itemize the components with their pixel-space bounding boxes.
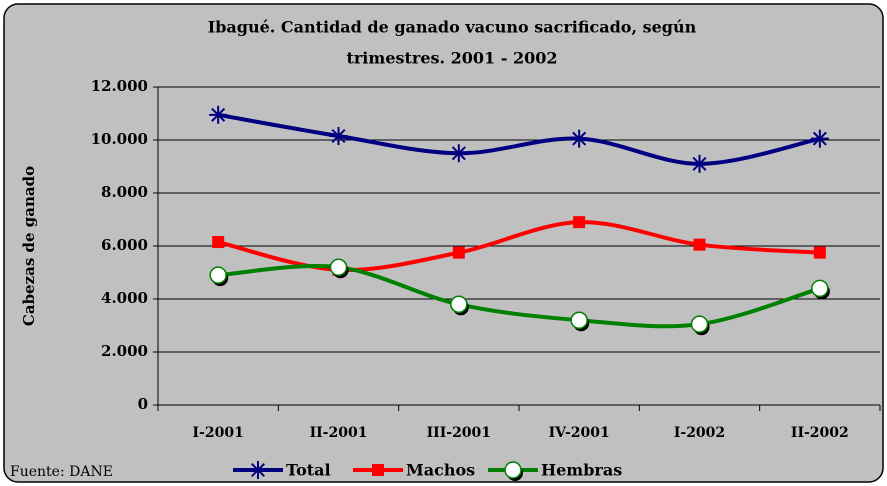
y-tick-label: 2.000 — [101, 342, 148, 360]
data-point — [573, 216, 586, 229]
data-point — [690, 315, 710, 336]
marker-shape — [209, 266, 227, 284]
marker-shape — [212, 236, 225, 249]
x-tick-label: I-2002 — [674, 425, 725, 441]
legend-label: Machos — [406, 461, 475, 480]
y-tick-label: 4.000 — [101, 289, 148, 307]
data-point — [450, 295, 469, 316]
data-point — [212, 236, 225, 249]
legend-label: Hembras — [541, 461, 622, 480]
series-line — [218, 264, 821, 329]
legend-marker — [504, 461, 523, 481]
y-tick-label: 10.000 — [91, 130, 148, 148]
x-tick-label: II-2001 — [310, 425, 368, 441]
data-point — [329, 127, 348, 146]
legend-marker — [372, 464, 384, 476]
marker-shape — [570, 311, 588, 329]
marker-shape — [813, 246, 826, 259]
chart-background — [3, 3, 884, 483]
marker-stroke — [572, 131, 587, 146]
data-point — [570, 311, 590, 332]
y-tick-label: 12.000 — [91, 77, 148, 95]
data-point — [570, 129, 589, 148]
data-point — [690, 154, 709, 173]
data-point — [209, 266, 229, 287]
marker-shape — [690, 315, 709, 333]
marker-shape — [329, 258, 348, 276]
marker-shape — [504, 461, 522, 479]
x-tick-label: III-2001 — [427, 425, 491, 441]
source: Fuente: DANE — [10, 464, 113, 480]
marker-stroke — [451, 146, 466, 161]
data-point — [810, 129, 829, 148]
chart-title: Ibagué. Cantidad de ganado vacuno sacrif… — [208, 18, 697, 37]
data-point — [813, 246, 826, 259]
marker-shape — [372, 464, 384, 476]
x-tick-label: II-2002 — [791, 425, 849, 441]
x-tick-label: IV-2001 — [549, 425, 610, 441]
data-point — [209, 105, 228, 124]
legend-label: Total — [286, 461, 331, 480]
marker-stroke — [250, 462, 266, 478]
marker-shape — [450, 295, 468, 314]
x-tick-label: I-2001 — [193, 425, 244, 441]
data-point — [811, 279, 830, 300]
marker-stroke — [331, 129, 346, 144]
marker-stroke — [211, 107, 226, 122]
y-tick-label: 6.000 — [101, 236, 148, 254]
marker-shape — [573, 216, 586, 229]
marker-stroke — [692, 156, 707, 171]
data-point — [693, 238, 706, 251]
marker-shape — [452, 246, 465, 259]
y-tick-label: 8.000 — [101, 183, 148, 201]
legend-marker — [249, 461, 267, 479]
data-point — [329, 258, 349, 279]
marker-shape — [811, 279, 829, 298]
y-tick-label: 0 — [138, 395, 148, 413]
marker-stroke — [812, 131, 827, 146]
y-axis-label: Cabezas de ganado — [20, 166, 38, 326]
marker-shape — [693, 238, 706, 251]
chart-title: trimestres. 2001 - 2002 — [346, 49, 557, 68]
series-line — [217, 112, 821, 166]
data-point — [449, 144, 468, 163]
data-point — [452, 246, 465, 259]
